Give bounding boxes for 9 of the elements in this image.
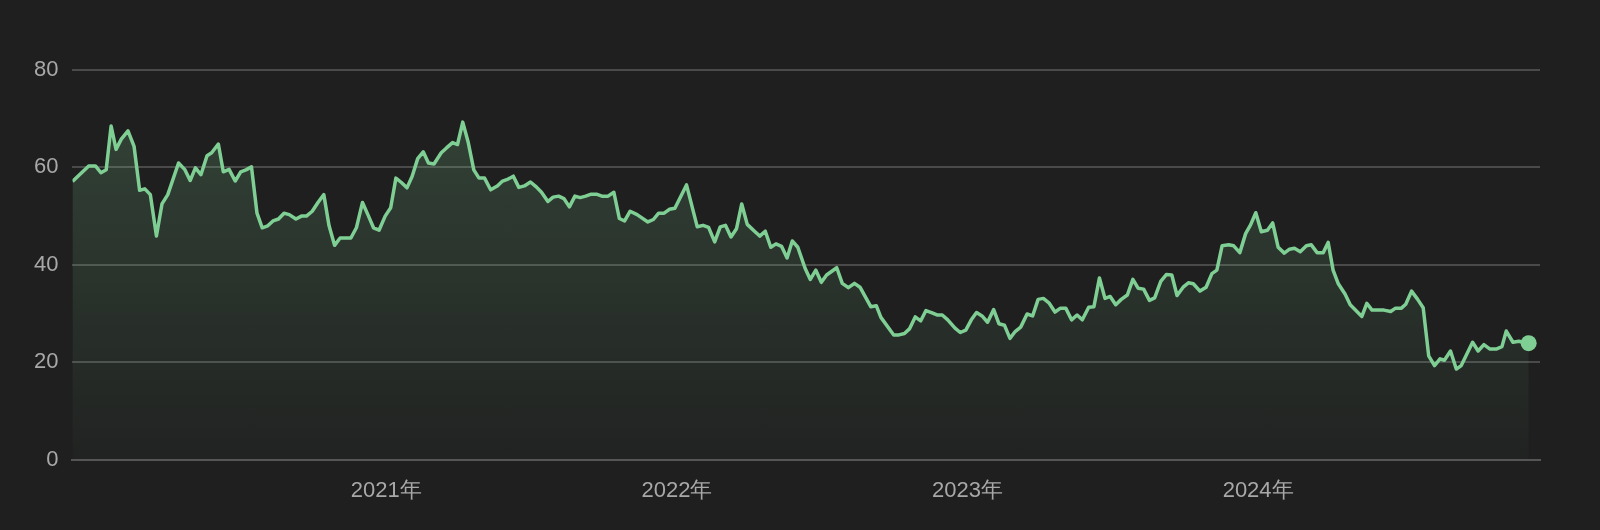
x-tick-label: 2023年: [932, 476, 1003, 502]
x-tick-label: 2024年: [1222, 476, 1294, 502]
y-tick-label: 80: [33, 56, 59, 82]
y-tick-label: 40: [33, 250, 59, 276]
y-tick-label: 0: [46, 445, 59, 471]
y-tick-label: 60: [33, 153, 59, 179]
y-tick-label: 20: [33, 348, 59, 374]
x-tick-label: 2021年: [350, 476, 422, 502]
x-tick-label: 2022年: [641, 476, 713, 502]
